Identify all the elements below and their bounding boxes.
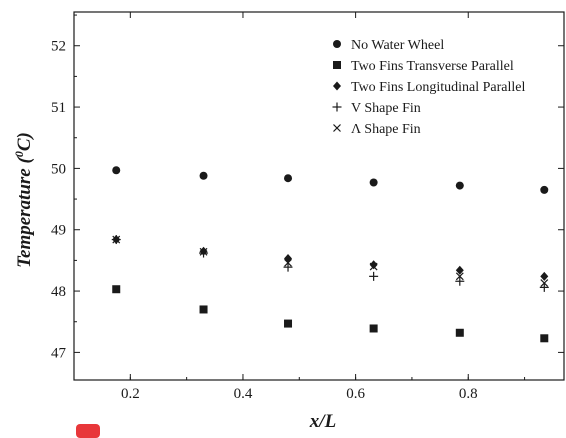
data-point-diamond [540, 271, 549, 281]
data-point-diamond [369, 260, 378, 270]
data-point-plus [369, 271, 379, 281]
legend-marker-square [333, 61, 341, 69]
data-point-circle [540, 185, 549, 194]
data-points [111, 166, 549, 343]
data-point-cross [455, 272, 464, 281]
data-point-cross [369, 262, 378, 271]
x-tick-label: 0.4 [234, 386, 253, 402]
data-point-plus [199, 248, 209, 258]
y-tick-label: 48 [51, 284, 66, 300]
y-axis-ticks: 47 48 49 50 51 52 [51, 14, 564, 361]
y-axis-title-unit: C) [14, 132, 35, 151]
legend-marker-diamond [333, 81, 341, 91]
x-tick-label: 0.6 [346, 386, 365, 402]
x-axis-ticks: 0.2 0.4 0.6 0.8 [121, 12, 526, 402]
data-point-plus [455, 276, 465, 286]
x-axis-title: x/L [309, 411, 336, 431]
data-point-cross [112, 235, 121, 244]
data-point-circle [369, 178, 378, 187]
legend-label: Two Fins Longitudinal Parallel [351, 80, 526, 95]
data-point-square [112, 285, 121, 294]
data-point-square [284, 319, 293, 328]
data-point-square [369, 324, 378, 333]
plot-frame [73, 11, 565, 381]
data-point-plus [283, 262, 293, 272]
data-point-cross [199, 247, 208, 256]
data-point-cross [540, 279, 549, 288]
legend-marker-plus [332, 102, 342, 112]
data-point-diamond [284, 254, 293, 264]
y-axis-title: Temperature (0C) [12, 132, 35, 268]
data-point-circle [284, 174, 293, 183]
y-tick-label: 47 [51, 345, 67, 361]
x-tick-label: 0.2 [121, 386, 140, 402]
legend-label: Two Fins Transverse Parallel [351, 59, 514, 74]
y-tick-label: 52 [51, 39, 66, 55]
data-point-plus [539, 282, 549, 292]
data-point-square [199, 305, 208, 314]
data-point-circle [112, 166, 121, 175]
y-axis-title-superscript: 0 [12, 151, 26, 157]
legend-label: No Water Wheel [351, 38, 444, 53]
plot-area [73, 11, 565, 381]
x-tick-label: 0.8 [459, 386, 478, 402]
y-tick-label: 49 [51, 223, 66, 239]
red-annotation-marker [76, 424, 100, 438]
data-point-square [455, 328, 464, 337]
data-point-cross [284, 258, 292, 267]
data-point-circle [199, 171, 208, 180]
legend-marker-cross [333, 124, 341, 132]
legend-label: V Shape Fin [351, 101, 421, 116]
data-point-diamond [455, 265, 464, 275]
data-point-circle [455, 181, 464, 190]
legend: No Water Wheel Two Fins Transverse Parall… [332, 38, 526, 137]
y-tick-label: 50 [51, 161, 66, 177]
legend-marker-circle [333, 40, 341, 48]
legend-label: Λ Shape Fin [351, 122, 421, 137]
data-point-square [540, 334, 549, 343]
y-axis-title-main: Temperature ( [14, 156, 35, 268]
y-tick-label: 51 [51, 100, 66, 116]
